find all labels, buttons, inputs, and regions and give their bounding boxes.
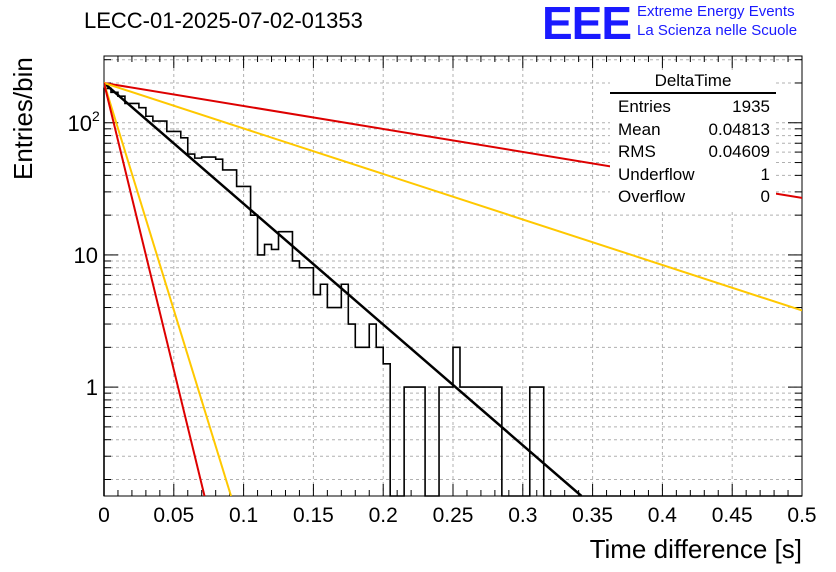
stats-value: 0.04813 [708, 119, 770, 139]
stats-label: Overflow [618, 187, 686, 206]
eee-logo-mark: EEE [542, 0, 632, 49]
stats-label: Underflow [618, 164, 695, 184]
x-tick-label: 0.2 [369, 504, 398, 527]
y-tick-label: 1 [86, 375, 98, 400]
curve-yellow-fast [104, 82, 232, 496]
chart-title: LECC-01-2025-07-02-01353 [84, 8, 363, 33]
stats-label: Mean [618, 119, 661, 139]
x-tick-label: 0.4 [648, 504, 678, 527]
curve-fit [104, 82, 583, 496]
stats-row-mean: Mean 0.04813 [610, 119, 776, 142]
stats-row-underflow: Underflow 1 [610, 164, 776, 187]
x-tick-label: 0.1 [229, 504, 258, 527]
stats-box-title: DeltaTime [610, 70, 776, 94]
y-tick-label-exponent: 2 [92, 108, 100, 124]
x-tick-label: 0.25 [433, 504, 474, 527]
stats-label: RMS [618, 142, 656, 161]
logo-line-1: Extreme Energy Events [637, 3, 795, 20]
x-tick-label: 0 [98, 504, 110, 527]
x-axis-label: Time difference [s] [589, 534, 802, 564]
y-axis-label: Entries/bin [8, 57, 38, 180]
x-tick-label: 0.35 [572, 504, 613, 527]
curve-yellow-slow [104, 82, 802, 312]
y-tick-label: 10 [68, 111, 92, 136]
stats-box: DeltaTime Entries 1935 Mean 0.04813 RMS … [610, 70, 776, 209]
stats-value: 1 [760, 164, 770, 184]
stats-row-rms: RMS 0.04609 [610, 141, 776, 164]
stats-label: Entries [618, 97, 671, 116]
stats-value: 1935 [732, 97, 770, 116]
x-tick-label: 0.05 [153, 504, 194, 527]
logo-line-2: La Scienza nelle Scuole [637, 22, 798, 39]
y-tick-label: 10 [74, 243, 98, 268]
curve-red-fast [104, 82, 206, 496]
x-tick-label: 0.15 [293, 504, 334, 527]
stats-value: 0 [760, 187, 770, 206]
x-tick-label: 0.45 [712, 504, 753, 527]
x-tick-label: 0.5 [787, 504, 816, 527]
stats-row-entries: Entries 1935 [610, 96, 776, 119]
histogram-outline [103, 87, 802, 497]
x-tick-label: 0.3 [508, 504, 537, 527]
stats-value: 0.04609 [708, 142, 770, 161]
stats-row-overflow: Overflow 0 [610, 186, 776, 209]
